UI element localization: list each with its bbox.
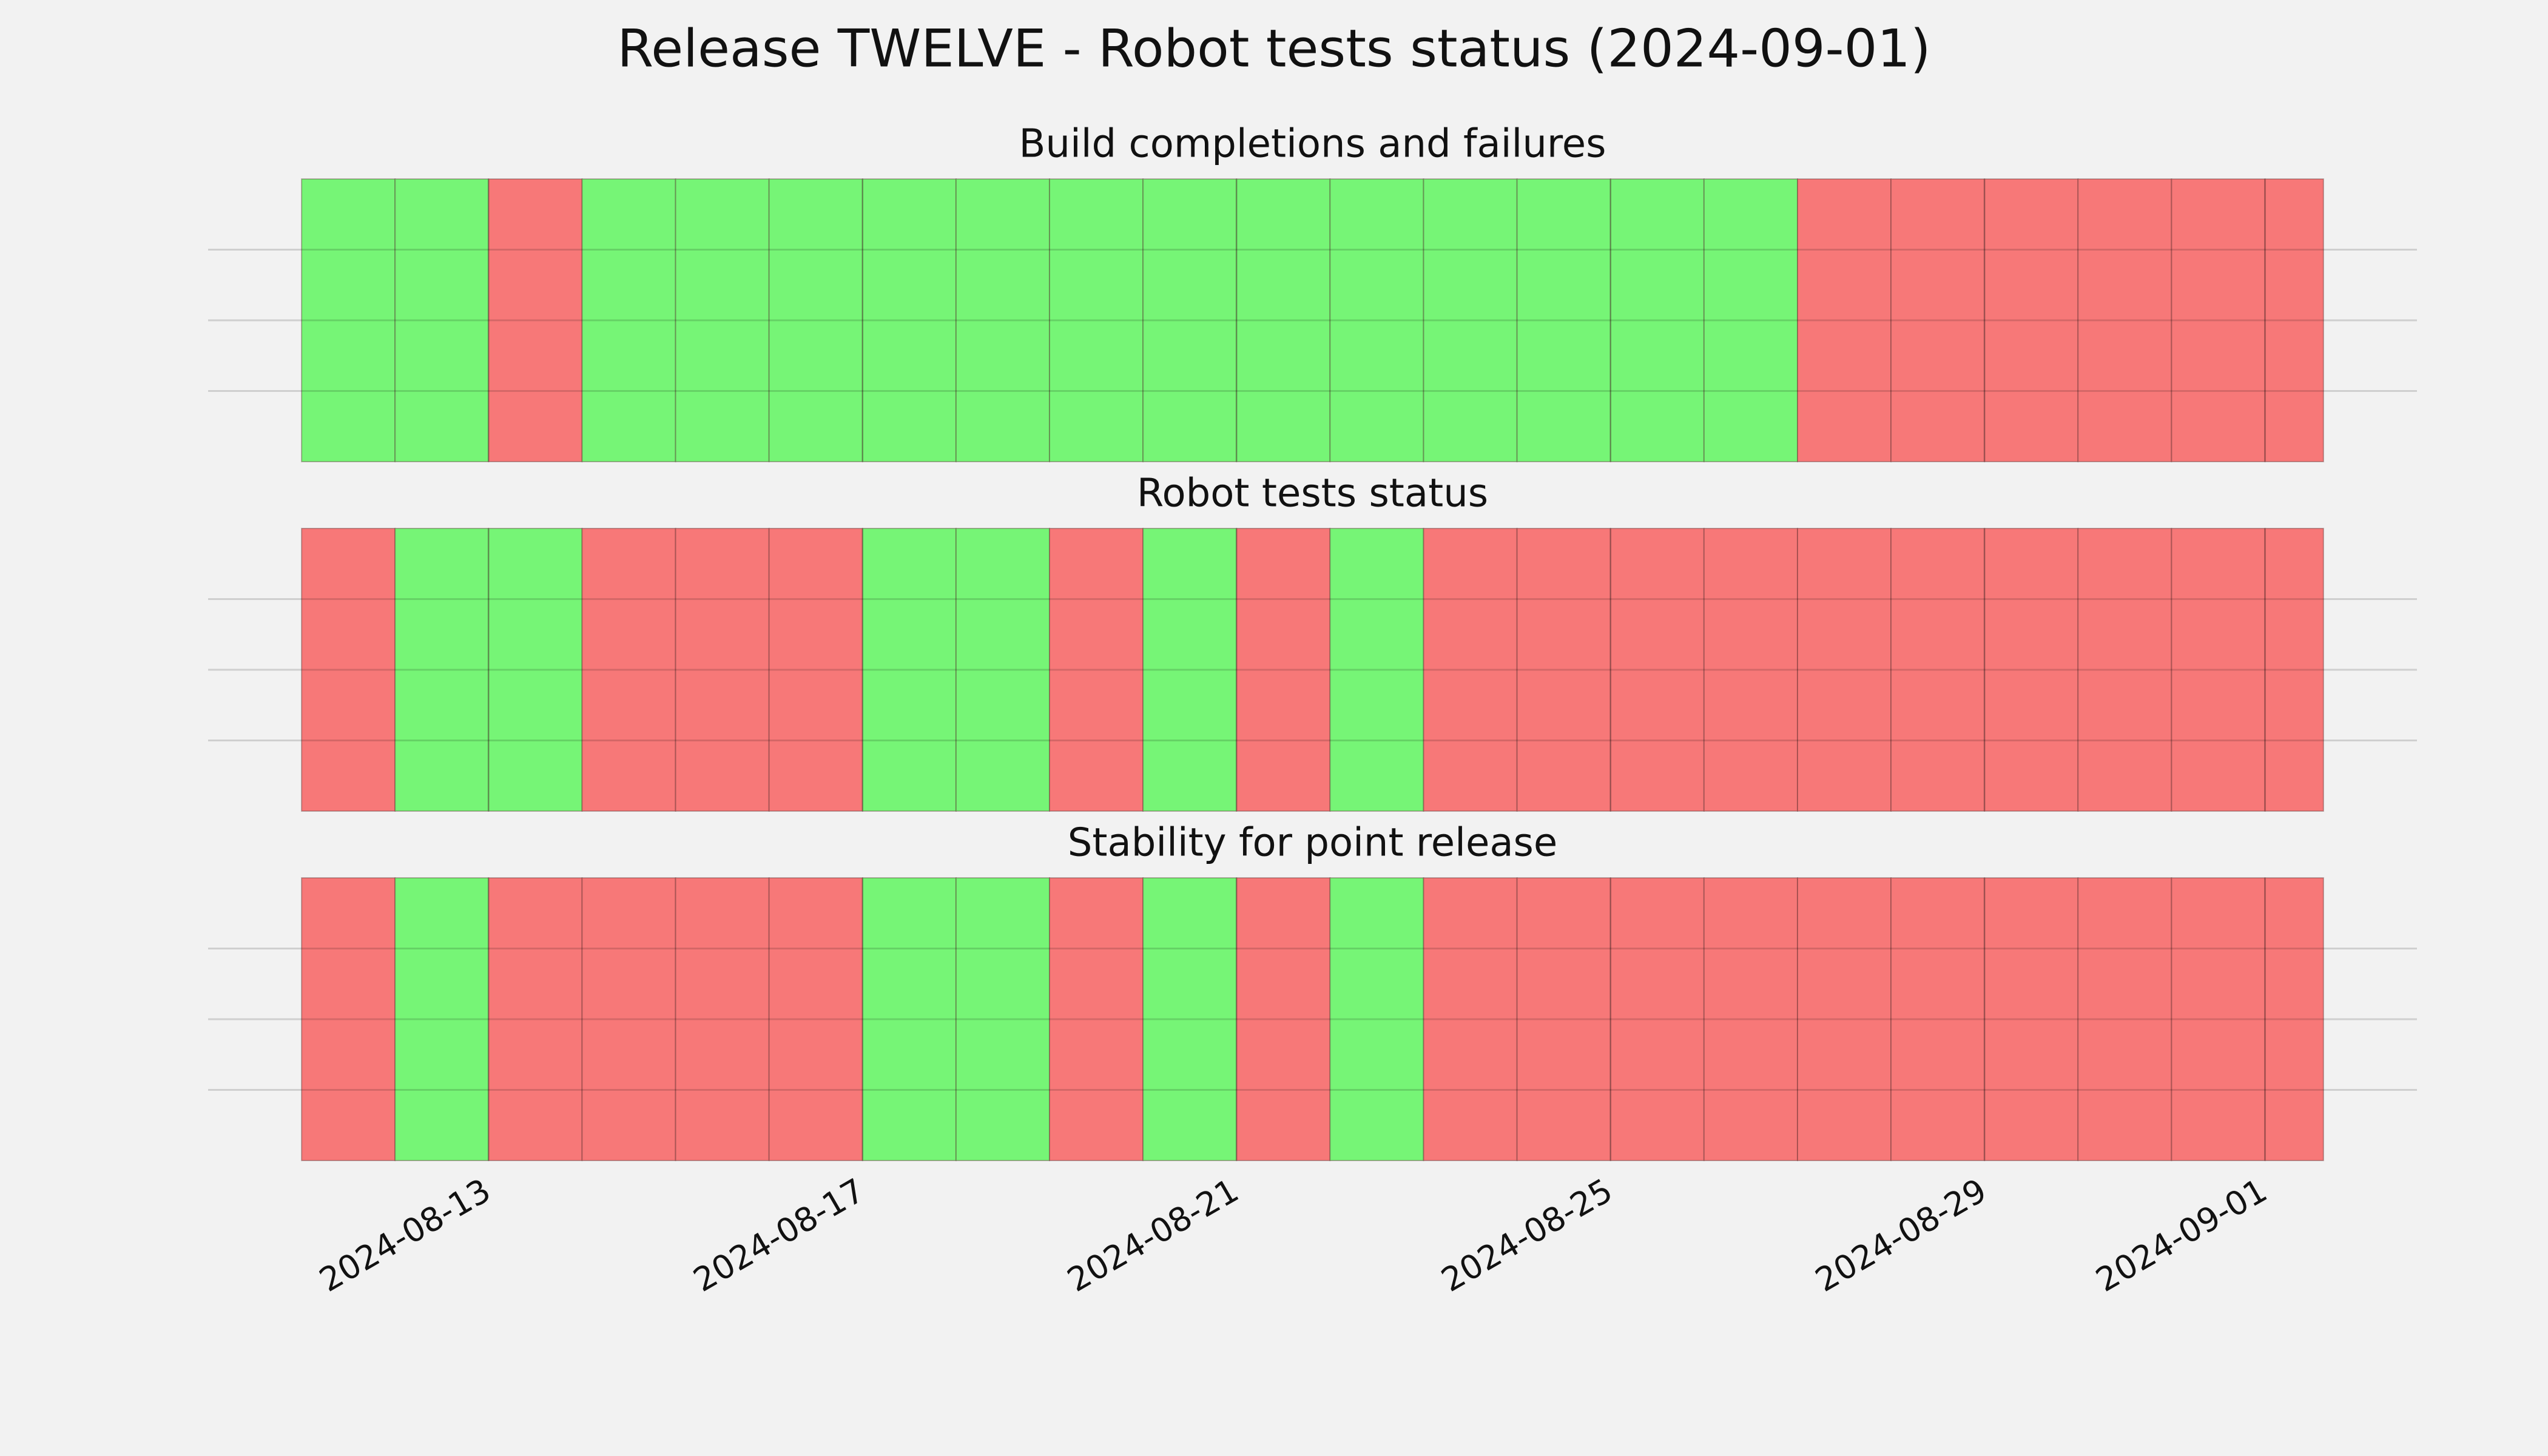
status-bar bbox=[675, 528, 770, 812]
status-bar bbox=[1890, 528, 1986, 812]
status-bar bbox=[1423, 178, 1518, 462]
status-bar bbox=[1796, 528, 1892, 812]
status-bar bbox=[1796, 178, 1892, 462]
status-bar bbox=[1329, 528, 1424, 812]
status-bar bbox=[581, 178, 676, 462]
status-bar bbox=[1236, 877, 1331, 1161]
status-bar bbox=[1423, 877, 1518, 1161]
status-bar bbox=[488, 877, 583, 1161]
status-bar bbox=[1142, 528, 1238, 812]
status-bar bbox=[1984, 528, 2079, 812]
figure-title: Release TWELVE - Robot tests status (202… bbox=[617, 18, 1930, 79]
status-bar bbox=[581, 877, 676, 1161]
status-bar bbox=[301, 178, 396, 462]
status-bar bbox=[1703, 528, 1798, 812]
status-bar bbox=[1984, 877, 2079, 1161]
status-bar bbox=[1142, 178, 1238, 462]
status-bar bbox=[301, 877, 396, 1161]
status-bar bbox=[394, 528, 490, 812]
status-bar bbox=[861, 178, 957, 462]
status-bar bbox=[1516, 528, 1611, 812]
status-bar bbox=[1329, 178, 1424, 462]
status-bar bbox=[2077, 178, 2172, 462]
panel-title: Robot tests status bbox=[1137, 471, 1488, 516]
status-bar bbox=[2171, 528, 2266, 812]
status-bar bbox=[301, 528, 396, 812]
status-bar bbox=[1236, 528, 1331, 812]
status-bar bbox=[1703, 877, 1798, 1161]
panel-title: Build completions and failures bbox=[1019, 122, 1606, 167]
status-bar bbox=[1516, 178, 1611, 462]
panel: Build completions and failures bbox=[208, 122, 2417, 462]
status-bar bbox=[1049, 877, 1144, 1161]
status-bar bbox=[861, 877, 957, 1161]
status-bar bbox=[675, 178, 770, 462]
status-bar bbox=[2264, 528, 2324, 812]
status-bar bbox=[2171, 877, 2266, 1161]
status-bar bbox=[1796, 877, 1892, 1161]
status-bar bbox=[1329, 877, 1424, 1161]
status-bar bbox=[1609, 877, 1705, 1161]
status-bar bbox=[1890, 877, 1986, 1161]
status-bar bbox=[861, 528, 957, 812]
status-bar bbox=[581, 528, 676, 812]
status-bar bbox=[1236, 178, 1331, 462]
status-bar bbox=[1516, 877, 1611, 1161]
status-bar bbox=[2171, 178, 2266, 462]
status-bar bbox=[394, 877, 490, 1161]
status-bar bbox=[1423, 528, 1518, 812]
status-bar bbox=[2077, 528, 2172, 812]
status-bar bbox=[2264, 877, 2324, 1161]
status-bar bbox=[2077, 877, 2172, 1161]
status-bar bbox=[955, 178, 1051, 462]
status-bar bbox=[488, 178, 583, 462]
status-bar bbox=[768, 178, 863, 462]
panel-title: Stability for point release bbox=[1068, 821, 1558, 866]
panel: Robot tests status bbox=[208, 471, 2417, 812]
status-bar bbox=[2264, 178, 2324, 462]
status-bar bbox=[1142, 877, 1238, 1161]
status-bar bbox=[488, 528, 583, 812]
status-bar bbox=[1890, 178, 1986, 462]
status-bar bbox=[1049, 528, 1144, 812]
status-bar bbox=[955, 877, 1051, 1161]
status-bar bbox=[675, 877, 770, 1161]
status-bar bbox=[1049, 178, 1144, 462]
